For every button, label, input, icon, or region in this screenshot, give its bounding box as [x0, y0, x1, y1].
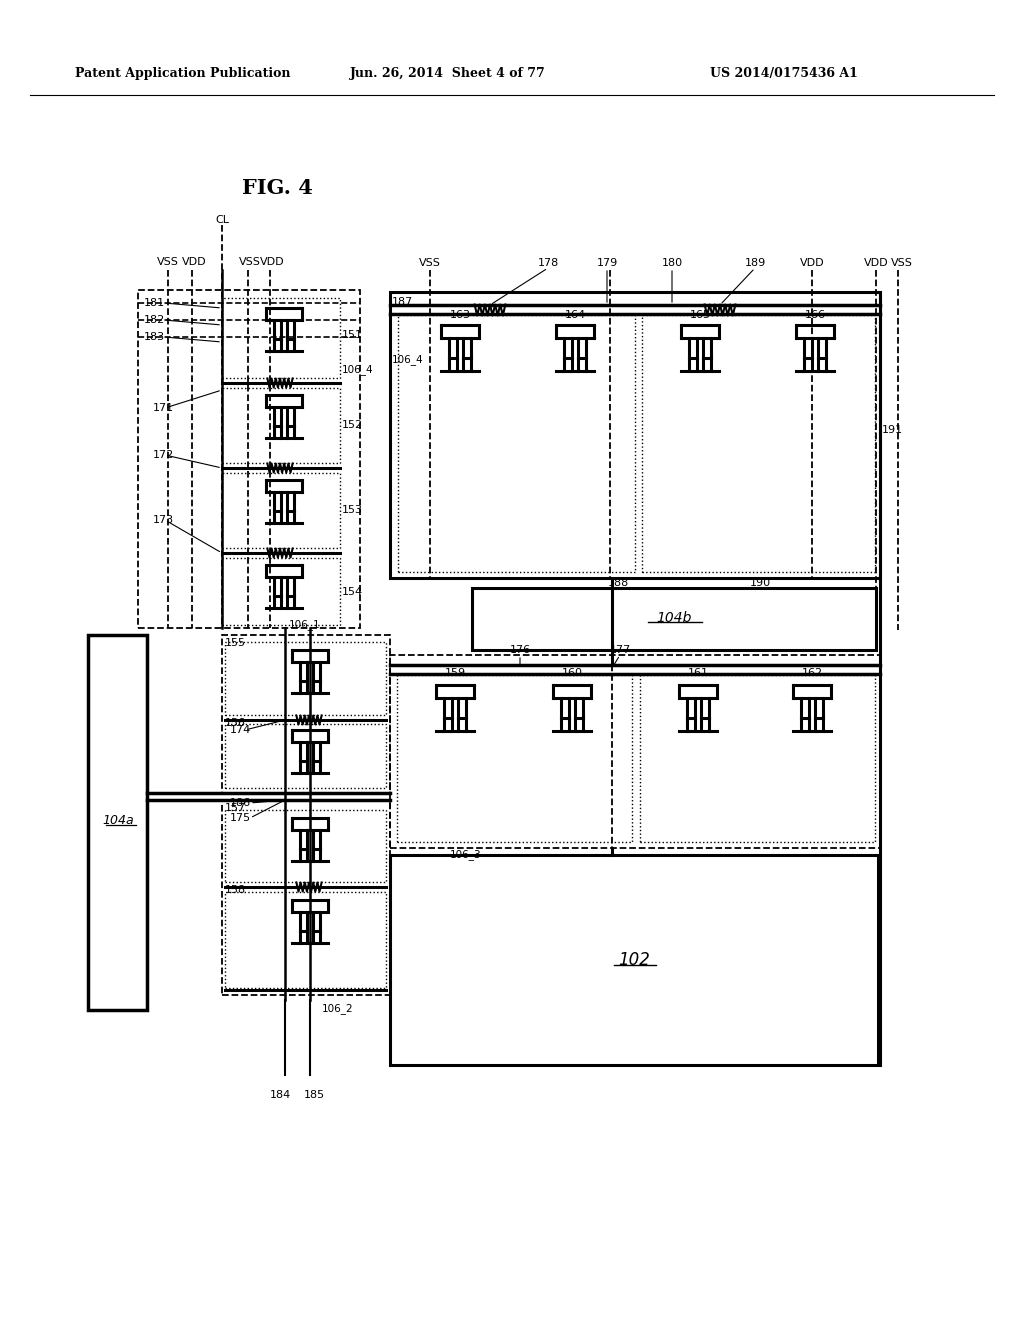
Text: 154: 154 — [342, 587, 364, 597]
Text: 156: 156 — [225, 718, 246, 729]
Text: VSS: VSS — [419, 257, 441, 268]
Text: 191: 191 — [882, 425, 903, 436]
Text: 153: 153 — [342, 506, 362, 515]
Text: 159: 159 — [444, 668, 466, 678]
Text: 104a: 104a — [102, 813, 134, 826]
Text: 106_3: 106_3 — [450, 849, 481, 859]
Text: 188: 188 — [607, 578, 629, 587]
Text: 190: 190 — [750, 578, 771, 587]
Text: US 2014/0175436 A1: US 2014/0175436 A1 — [710, 66, 858, 79]
Text: 160: 160 — [561, 668, 583, 678]
Bar — [225, 810, 386, 882]
Bar — [472, 587, 876, 649]
Text: 175: 175 — [230, 813, 251, 822]
Text: VDD: VDD — [260, 257, 285, 267]
Text: 178: 178 — [538, 257, 559, 268]
Text: 179: 179 — [596, 257, 617, 268]
Bar — [225, 642, 386, 715]
Text: 157: 157 — [225, 803, 246, 813]
Text: CL: CL — [215, 215, 229, 224]
Text: 161: 161 — [687, 668, 709, 678]
Text: 177: 177 — [609, 645, 631, 655]
Text: 104b: 104b — [656, 611, 691, 624]
Bar — [222, 473, 340, 548]
Bar — [397, 675, 632, 842]
Text: 186: 186 — [230, 799, 251, 808]
Text: 106_4: 106_4 — [342, 364, 374, 375]
Bar — [225, 723, 386, 788]
Text: 180: 180 — [662, 257, 683, 268]
Text: 102: 102 — [618, 950, 650, 969]
Text: 185: 185 — [303, 1090, 325, 1100]
Text: 184: 184 — [269, 1090, 291, 1100]
Text: VDD: VDD — [800, 257, 824, 268]
Bar — [138, 290, 360, 628]
Bar — [398, 315, 635, 572]
Text: VSS: VSS — [891, 257, 913, 268]
Text: 182: 182 — [144, 315, 165, 325]
Text: 162: 162 — [802, 668, 822, 678]
Text: VDD: VDD — [863, 257, 888, 268]
Text: 106_4: 106_4 — [392, 355, 424, 366]
Text: 106_1: 106_1 — [289, 619, 321, 630]
Text: 165: 165 — [689, 310, 711, 319]
Bar — [642, 315, 874, 572]
Bar — [222, 635, 390, 793]
Text: 181: 181 — [144, 298, 165, 308]
Text: VDD: VDD — [181, 257, 206, 267]
Text: 106_2: 106_2 — [323, 1003, 354, 1014]
Text: 155: 155 — [225, 638, 246, 648]
Text: 189: 189 — [744, 257, 766, 268]
Text: 163: 163 — [450, 310, 470, 319]
Bar — [390, 655, 880, 847]
Text: VSS: VSS — [157, 257, 179, 267]
Text: FIG. 4: FIG. 4 — [242, 178, 313, 198]
Bar — [225, 892, 386, 987]
Text: 166: 166 — [805, 310, 825, 319]
Bar — [88, 635, 147, 1010]
Text: 171: 171 — [153, 403, 174, 413]
Text: Patent Application Publication: Patent Application Publication — [75, 66, 291, 79]
Bar — [390, 855, 878, 1065]
Text: 164: 164 — [564, 310, 586, 319]
Text: 173: 173 — [153, 515, 174, 525]
Bar — [222, 800, 390, 995]
Text: 187: 187 — [392, 297, 414, 308]
Text: 174: 174 — [230, 725, 251, 735]
Text: 176: 176 — [509, 645, 530, 655]
Text: VSS: VSS — [239, 257, 261, 267]
Text: Jun. 26, 2014  Sheet 4 of 77: Jun. 26, 2014 Sheet 4 of 77 — [350, 66, 546, 79]
Bar — [390, 292, 880, 578]
Bar — [222, 388, 340, 463]
Text: 172: 172 — [153, 450, 174, 459]
Text: 151: 151 — [342, 330, 362, 341]
Bar — [390, 292, 880, 578]
Text: 183: 183 — [144, 333, 165, 342]
Bar — [222, 558, 340, 624]
Text: 152: 152 — [342, 420, 364, 430]
Bar — [222, 298, 340, 378]
Text: 158: 158 — [225, 884, 246, 895]
Bar — [640, 675, 874, 842]
